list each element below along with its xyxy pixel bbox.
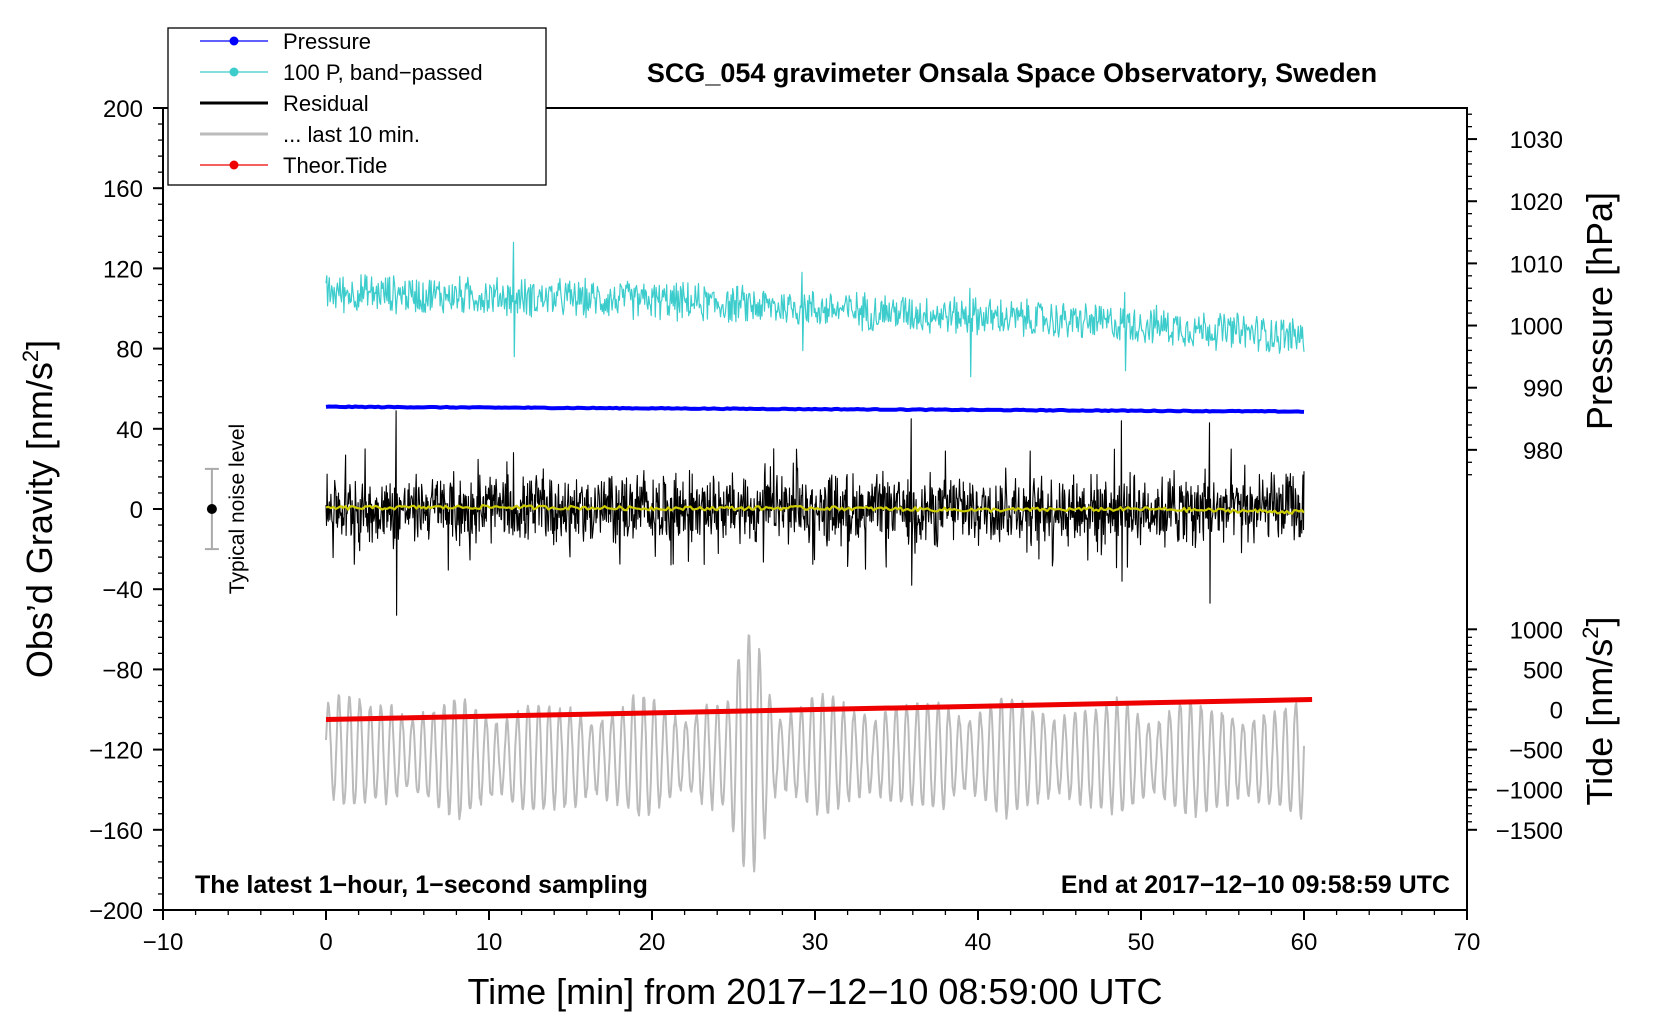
pressure-axis-label: Pressure [hPa]: [1579, 192, 1620, 430]
pressure-tick-label: 990: [1523, 376, 1563, 403]
pressure-tick-label: 1020: [1510, 189, 1563, 216]
series-last-10-min: [325, 634, 1305, 873]
noise-indicator-label: Typical noise level: [226, 424, 249, 594]
y-tick-label: 0: [130, 497, 143, 524]
y-tick-label: 40: [116, 417, 143, 444]
pressure-tick-label: 1030: [1510, 127, 1563, 154]
y-tick-label: −80: [102, 657, 143, 684]
y-tick-label: 160: [103, 176, 143, 203]
noise-center-dot: [206, 504, 217, 514]
y-tick-label: −200: [89, 898, 143, 925]
x-tick-label: 40: [965, 929, 992, 956]
series-theoretical-tide: [325, 697, 1313, 722]
legend-box: [167, 27, 547, 186]
x-tick-label: 20: [639, 929, 666, 956]
legend: Pressure 100 P, band−passed Residual ... la…: [200, 29, 483, 178]
x-tick-label: 0: [319, 929, 332, 956]
y-axis-ticks: −200 −160 −120 −80 −40 0 40 80 120 160 200: [89, 96, 163, 925]
tide-axis-label-main: Tide [nm/s: [1579, 639, 1620, 806]
chart-title: SCG_054 gravimeter Onsala Space Observat…: [647, 58, 1377, 88]
x-tick-label: 10: [476, 929, 503, 956]
tide-tick-label: −1000: [1496, 778, 1563, 805]
x-tick-label: 60: [1291, 929, 1318, 956]
legend-label: Pressure: [283, 29, 371, 54]
y-axis-label-main: Obs’d Gravity [nm/s: [19, 362, 60, 678]
y-tick-label: 80: [116, 337, 143, 364]
tide-tick-label: 0: [1550, 698, 1563, 725]
pressure-tick-label: 1000: [1510, 314, 1563, 341]
tide-axis-ticks: −1500 −1000 −500 0 500 1000: [1467, 617, 1563, 845]
legend-marker: [229, 36, 239, 46]
y-tick-label: −120: [89, 738, 143, 765]
legend-marker: [229, 160, 239, 170]
series-band-passed-pressure: [325, 241, 1305, 378]
x-tick-label: 50: [1128, 929, 1155, 956]
pressure-tick-label: 1010: [1510, 251, 1563, 278]
series-layer: [325, 241, 1313, 873]
y-tick-label: −160: [89, 818, 143, 845]
tide-tick-label: 1000: [1510, 617, 1563, 644]
series-residual: [325, 410, 1305, 616]
legend-marker: [229, 67, 239, 77]
legend-label: Residual: [283, 91, 369, 116]
y-axis-label: Obs’d Gravity [nm/s2]: [18, 340, 60, 678]
x-tick-label: 70: [1454, 929, 1481, 956]
tide-axis-label-sup: 2: [1578, 627, 1603, 639]
tide-tick-label: −1500: [1496, 818, 1563, 845]
noise-indicator: [204, 467, 219, 551]
pressure-tick-label: 980: [1523, 438, 1563, 465]
legend-label: 100 P, band−passed: [283, 60, 483, 85]
series-pressure: [325, 404, 1305, 414]
series-smoothed-residual: [325, 503, 1305, 515]
x-tick-label: 30: [802, 929, 829, 956]
x-axis-ticks: −10 0 10 20 30 40 50 60 70: [143, 910, 1481, 956]
y-tick-label: 120: [103, 256, 143, 283]
annotation-end-time: End at 2017−12−10 09:58:59 UTC: [1061, 871, 1450, 899]
tide-tick-label: −500: [1509, 738, 1563, 765]
y-tick-label: −40: [102, 577, 143, 604]
pressure-axis-ticks: 980 990 1000 1010 1020 1030: [1467, 113, 1563, 476]
y-axis-label-sup: 2: [18, 350, 43, 362]
legend-label: ... last 10 min.: [283, 122, 420, 147]
tide-axis-label: Tide [nm/s2]: [1578, 617, 1620, 806]
annotation-sampling: The latest 1−hour, 1−second sampling: [195, 871, 648, 899]
y-axis-label-close: ]: [19, 340, 60, 350]
tide-axis-label-close: ]: [1579, 617, 1620, 627]
tide-tick-label: 500: [1523, 657, 1563, 684]
y-tick-label: 200: [103, 96, 143, 123]
x-tick-label: −10: [143, 929, 184, 956]
legend-label: Theor.Tide: [283, 153, 387, 178]
x-axis-label: Time [min] from 2017−12−10 08:59:00 UTC: [467, 971, 1162, 1012]
